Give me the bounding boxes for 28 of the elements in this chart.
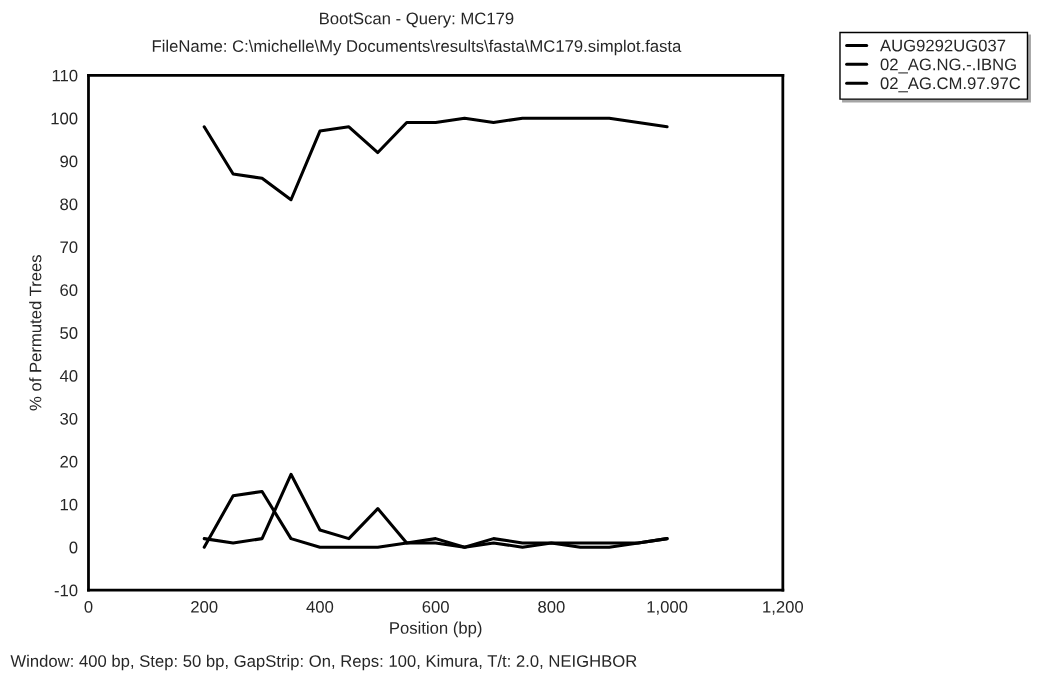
x-axis-title: Position (bp) (390, 621, 482, 638)
y-tick-label: 0 (69, 541, 78, 554)
x-tick-label: 400 (306, 600, 334, 613)
y-tick-label: 60 (60, 284, 78, 297)
y-tick-label: -10 (54, 584, 78, 597)
chart-subtitle: FileName: C:\michelle\My Documents\results\fasta\MC179.simplot.fasta (152, 39, 682, 56)
x-tick-label: 200 (191, 600, 218, 613)
legend-label: 02_AG.NG.-.IBNG (880, 58, 1016, 74)
x-tick-label: 1,000 (647, 600, 688, 615)
y-tick-label: 100 (51, 112, 78, 125)
y-tick-label: 50 (60, 327, 78, 339)
x-tick-label: 0 (84, 600, 93, 613)
y-tick-label: 110 (52, 69, 78, 82)
y-tick-label: 80 (60, 198, 78, 211)
x-tick-label: 600 (422, 600, 449, 613)
y-tick-label: 30 (60, 412, 78, 425)
chart-title: BootScan - Query: MC179 (320, 12, 514, 28)
legend-label: AUG9292UG037 (880, 39, 1006, 52)
text: Window: 400 bp, Step: 50 bp, GapStrip: On, Reps: 100, Kimura, T/t: 2.0, NEIGHBOR (10, 654, 637, 671)
y-tick-label: 20 (60, 455, 78, 468)
y-tick-label: 40 (59, 370, 78, 382)
y-tick-label: 10 (60, 498, 78, 511)
x-tick-label: 800 (538, 600, 565, 613)
x-tick-label: 1,200 (763, 600, 804, 615)
legend-label: 02_AG.CM.97.97C (880, 77, 1021, 93)
y-tick-label: 70 (60, 241, 78, 254)
y-tick-label: 90 (60, 155, 78, 168)
y-axis-title: % of Permuted Trees (29, 255, 42, 411)
